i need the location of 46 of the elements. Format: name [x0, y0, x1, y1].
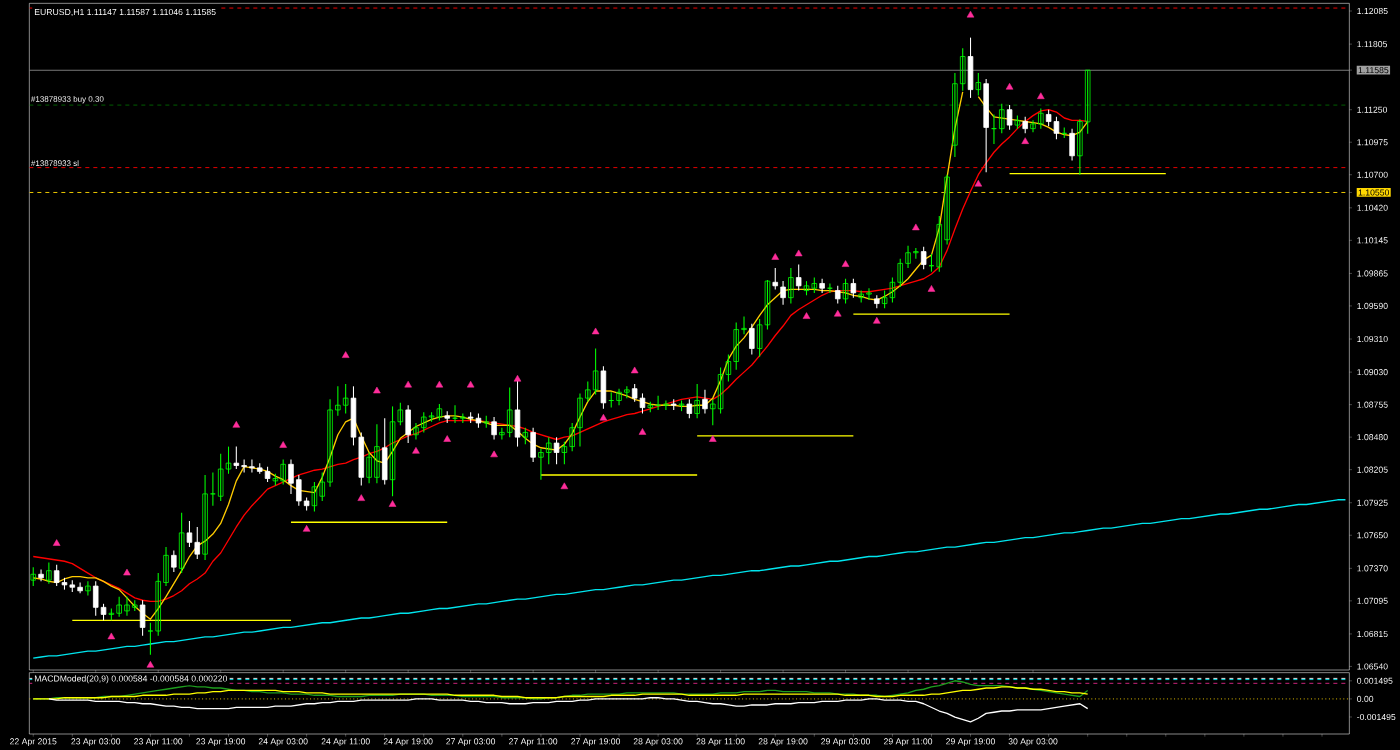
x-tick-label: 23 Apr 11:00 [134, 738, 183, 747]
y-tick-label: 1.10420 [1357, 204, 1388, 211]
y-tick-label: 1.09590 [1357, 302, 1388, 309]
y-tick-label: 1.09865 [1357, 270, 1388, 277]
chart-title: MACDModed(20,9) 0.000584 -0.000584 0.000220 [34, 675, 228, 684]
x-tick-label: 27 Apr 03:00 [446, 738, 496, 747]
ref-line-label: #13878933 buy 0.30 [30, 95, 104, 104]
x-tick-label: 24 Apr 03:00 [258, 738, 308, 747]
x-tick-label: 28 Apr 03:00 [633, 738, 683, 747]
y-tick-label: 1.10700 [1357, 171, 1388, 178]
ref-line-label: #13878933 sl [30, 160, 79, 167]
x-tick-label: 23 Apr 03:00 [71, 738, 121, 747]
x-tick-label: 29 Apr 19:00 [946, 738, 995, 747]
x-tick-label: 24 Apr 11:00 [321, 738, 370, 747]
y-tick-label: 0.001495 [1357, 677, 1393, 684]
x-tick-label: 27 Apr 11:00 [509, 738, 558, 747]
x-tick-label: 23 Apr 19:00 [196, 738, 246, 747]
y-tick-label: 1.08205 [1357, 466, 1388, 473]
y-tick-label: 1.11585 [1358, 67, 1389, 74]
y-tick-label: 1.09030 [1357, 369, 1388, 376]
y-tick-label: 1.11805 [1357, 41, 1388, 48]
y-tick-label: 1.10145 [1357, 237, 1388, 244]
x-tick-label: 29 Apr 11:00 [883, 738, 933, 747]
x-tick-label: 29 Apr 03:00 [821, 738, 871, 747]
y-tick-label: 1.11250 [1357, 106, 1388, 113]
y-tick-label: 1.12085 [1357, 7, 1388, 15]
x-tick-label: 28 Apr 19:00 [758, 738, 808, 747]
y-tick-label: 1.07650 [1357, 532, 1388, 539]
x-tick-label: 30 Apr 03:00 [1008, 738, 1058, 747]
y-tick-label: 1.07370 [1357, 565, 1388, 572]
x-tick-label: 24 Apr 19:00 [383, 738, 433, 747]
x-tick-label: 22 Apr 2015 [10, 738, 57, 747]
x-tick-label: 28 Apr 11:00 [696, 738, 745, 747]
x-tick-label: 27 Apr 19:00 [571, 738, 621, 747]
y-tick-label: 1.08755 [1357, 401, 1388, 408]
y-tick-label: -0.001495 [1357, 713, 1396, 721]
y-tick-label: 1.09310 [1357, 335, 1388, 343]
y-tick-label: 1.06815 [1357, 630, 1388, 638]
y-tick-label: 1.10975 [1357, 139, 1388, 146]
y-tick-label: 1.07925 [1357, 499, 1388, 506]
y-tick-label: 0.00 [1357, 695, 1374, 702]
y-tick-label: 1.08480 [1357, 434, 1388, 441]
y-tick-label: 1.10550 [1358, 189, 1390, 196]
y-tick-label: 1.07095 [1357, 597, 1388, 604]
y-tick-label: 1.06540 [1357, 663, 1388, 670]
text: EURUSD,H1 1.11147 1.11587 1.11046 1.11585 [34, 8, 216, 17]
